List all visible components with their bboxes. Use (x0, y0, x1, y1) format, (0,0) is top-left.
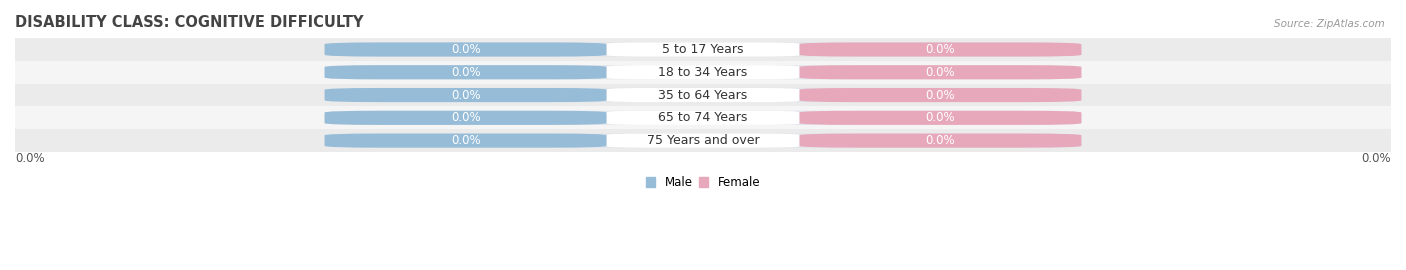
Legend: Male, Female: Male, Female (641, 171, 765, 194)
FancyBboxPatch shape (606, 88, 800, 102)
Text: 18 to 34 Years: 18 to 34 Years (658, 66, 748, 79)
FancyBboxPatch shape (800, 134, 1081, 148)
Text: 0.0%: 0.0% (925, 134, 955, 147)
Text: 0.0%: 0.0% (1361, 152, 1391, 165)
FancyBboxPatch shape (800, 88, 1081, 102)
FancyBboxPatch shape (325, 88, 1081, 102)
Bar (15, 38, 1391, 61)
FancyBboxPatch shape (606, 42, 800, 56)
Text: 0.0%: 0.0% (925, 89, 955, 102)
FancyBboxPatch shape (325, 111, 1081, 125)
FancyBboxPatch shape (325, 65, 606, 79)
Bar (15, 106, 1391, 129)
Text: 0.0%: 0.0% (451, 134, 481, 147)
FancyBboxPatch shape (325, 42, 1081, 56)
Text: 0.0%: 0.0% (925, 43, 955, 56)
Text: DISABILITY CLASS: COGNITIVE DIFFICULTY: DISABILITY CLASS: COGNITIVE DIFFICULTY (15, 15, 364, 30)
FancyBboxPatch shape (325, 134, 1081, 148)
Text: 0.0%: 0.0% (15, 152, 45, 165)
Text: 5 to 17 Years: 5 to 17 Years (662, 43, 744, 56)
Text: 0.0%: 0.0% (451, 43, 481, 56)
FancyBboxPatch shape (800, 42, 1081, 56)
Text: 0.0%: 0.0% (451, 111, 481, 124)
FancyBboxPatch shape (606, 65, 800, 79)
Bar (15, 84, 1391, 106)
FancyBboxPatch shape (800, 65, 1081, 79)
FancyBboxPatch shape (325, 88, 606, 102)
Text: 0.0%: 0.0% (451, 89, 481, 102)
Bar (15, 129, 1391, 152)
FancyBboxPatch shape (325, 65, 1081, 79)
Text: 0.0%: 0.0% (925, 111, 955, 124)
FancyBboxPatch shape (325, 134, 606, 148)
FancyBboxPatch shape (325, 111, 606, 125)
Text: 0.0%: 0.0% (925, 66, 955, 79)
FancyBboxPatch shape (325, 42, 606, 56)
FancyBboxPatch shape (800, 111, 1081, 125)
Text: Source: ZipAtlas.com: Source: ZipAtlas.com (1274, 19, 1385, 29)
Text: 35 to 64 Years: 35 to 64 Years (658, 89, 748, 102)
Text: 65 to 74 Years: 65 to 74 Years (658, 111, 748, 124)
Text: 0.0%: 0.0% (451, 66, 481, 79)
FancyBboxPatch shape (606, 134, 800, 148)
Bar (15, 61, 1391, 84)
FancyBboxPatch shape (606, 111, 800, 125)
Text: 75 Years and over: 75 Years and over (647, 134, 759, 147)
